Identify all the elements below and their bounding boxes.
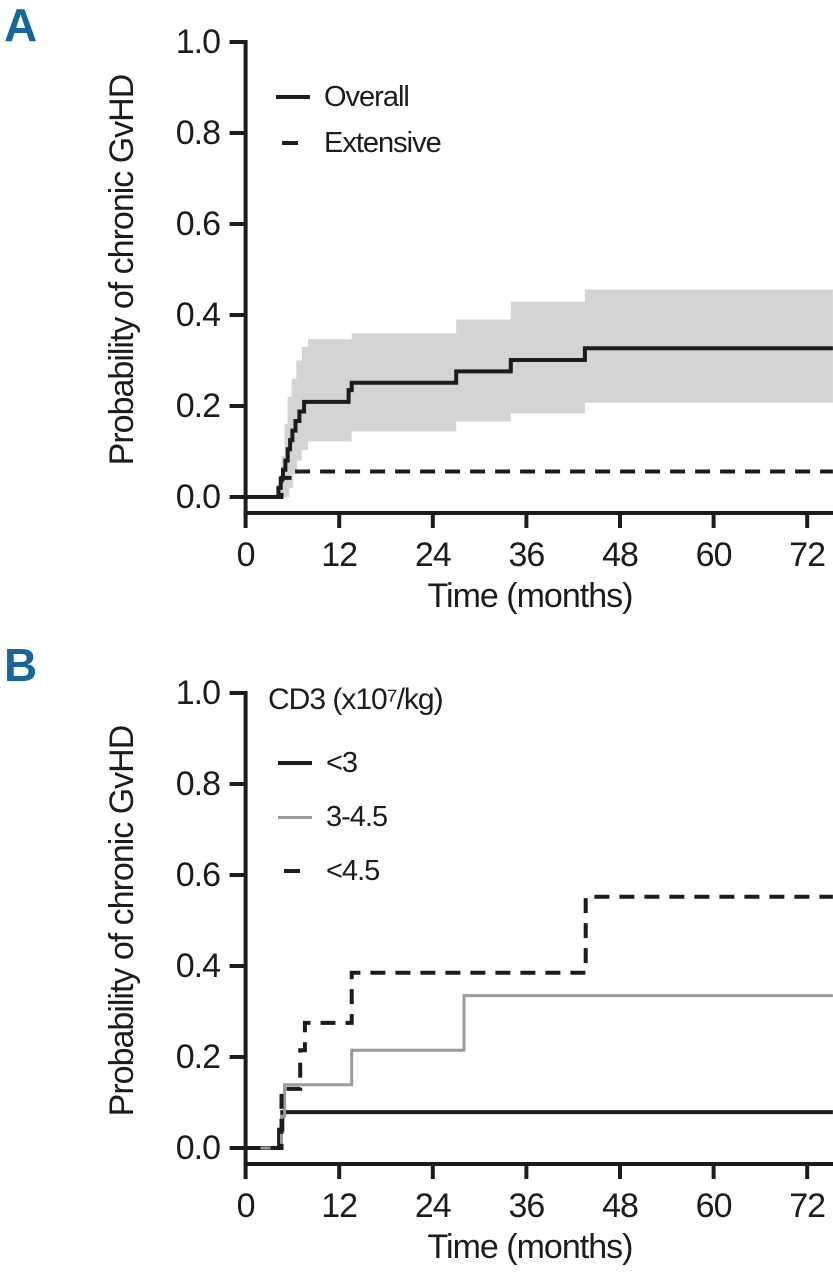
panel-b-legend: CD3 (x10⁷/kg) <3 3-4.5 <4.5 bbox=[268, 682, 444, 890]
series-3-4.5-curve bbox=[245, 994, 833, 1150]
y-tick-label: 0.6 bbox=[175, 205, 221, 243]
panel-b-x-axis-title: Time (months) bbox=[427, 1228, 634, 1266]
x-tick-label: 60 bbox=[695, 536, 733, 574]
y-tick-label: 1.0 bbox=[175, 23, 221, 61]
y-tick-label: 1.0 bbox=[175, 674, 221, 712]
y-tick-label: 0.4 bbox=[175, 296, 221, 334]
y-tick-label: 0.8 bbox=[175, 765, 221, 803]
panel-a-chart bbox=[229, 40, 833, 528]
legend-item-series-extensive: Extensive bbox=[276, 124, 442, 162]
panel-a-legend: Overall Extensive bbox=[276, 78, 442, 162]
panel-b-y-axis-title: Probability of chronic GvHD bbox=[103, 725, 141, 1117]
legend-item-series-3-4.5: 3-4.5 bbox=[268, 798, 443, 836]
x-tick-label: 24 bbox=[414, 536, 452, 574]
panel-a-letter: A bbox=[4, 0, 37, 51]
panel-a-y-axis-title: Probability of chronic GvHD bbox=[103, 74, 141, 466]
solid-line-sample-icon bbox=[278, 761, 312, 765]
x-tick-label: 48 bbox=[602, 1187, 639, 1225]
legend-label: 3-4.5 bbox=[326, 800, 388, 833]
x-tick-label: 60 bbox=[695, 1187, 733, 1225]
legend-label: <3 bbox=[326, 746, 358, 779]
y-tick-label: 0.0 bbox=[175, 1129, 221, 1167]
y-tick-label: 0.6 bbox=[175, 856, 221, 894]
y-tick-label: 0.8 bbox=[175, 114, 221, 152]
legend-label: Overall bbox=[324, 80, 410, 113]
panel-a-x-axis-title: Time (months) bbox=[427, 577, 634, 615]
panel-b-letter: B bbox=[4, 639, 37, 691]
y-tick-label: 0.2 bbox=[175, 387, 221, 425]
x-tick-label: 0 bbox=[236, 1187, 256, 1225]
legend-label: Extensive bbox=[324, 126, 442, 159]
legend-label: <4.5 bbox=[326, 854, 380, 887]
panel-b-chart bbox=[229, 691, 833, 1179]
y-tick-label: 0.0 bbox=[175, 478, 221, 516]
x-tick-label: 72 bbox=[789, 536, 826, 574]
panel-a: A Probability of chronic GvHD Time (mont… bbox=[4, 0, 833, 615]
panel-b: B Probability of chronic GvHD Time (mont… bbox=[0, 640, 833, 1280]
series-4.5-curve bbox=[245, 894, 833, 1150]
series-3-curve bbox=[245, 1110, 833, 1150]
x-tick-label: 24 bbox=[414, 1187, 452, 1225]
series-extensive-curve bbox=[245, 469, 833, 499]
legend-item-series-overall: Overall bbox=[276, 78, 441, 116]
x-tick-label: 36 bbox=[508, 1187, 545, 1225]
panel-b-legend-title: CD3 (x10⁷/kg) bbox=[268, 683, 444, 716]
legend-item-series-4.5: <4.5 bbox=[268, 852, 443, 890]
y-tick-label: 0.4 bbox=[175, 947, 221, 985]
overall-confidence-band bbox=[245, 289, 833, 497]
y-tick-label: 0.2 bbox=[175, 1038, 221, 1076]
x-tick-label: 12 bbox=[321, 1187, 358, 1225]
x-tick-label: 12 bbox=[321, 536, 358, 574]
x-tick-label: 72 bbox=[789, 1187, 826, 1225]
solid-line-sample-icon bbox=[276, 95, 310, 99]
solid-line-sample-icon bbox=[278, 815, 312, 819]
x-tick-label: 36 bbox=[508, 536, 545, 574]
x-tick-label: 48 bbox=[602, 536, 639, 574]
dashed-line-sample-icon bbox=[278, 869, 312, 873]
x-tick-label: 0 bbox=[236, 536, 256, 574]
legend-item-series-3: <3 bbox=[268, 744, 443, 782]
dashed-line-sample-icon bbox=[276, 141, 310, 145]
